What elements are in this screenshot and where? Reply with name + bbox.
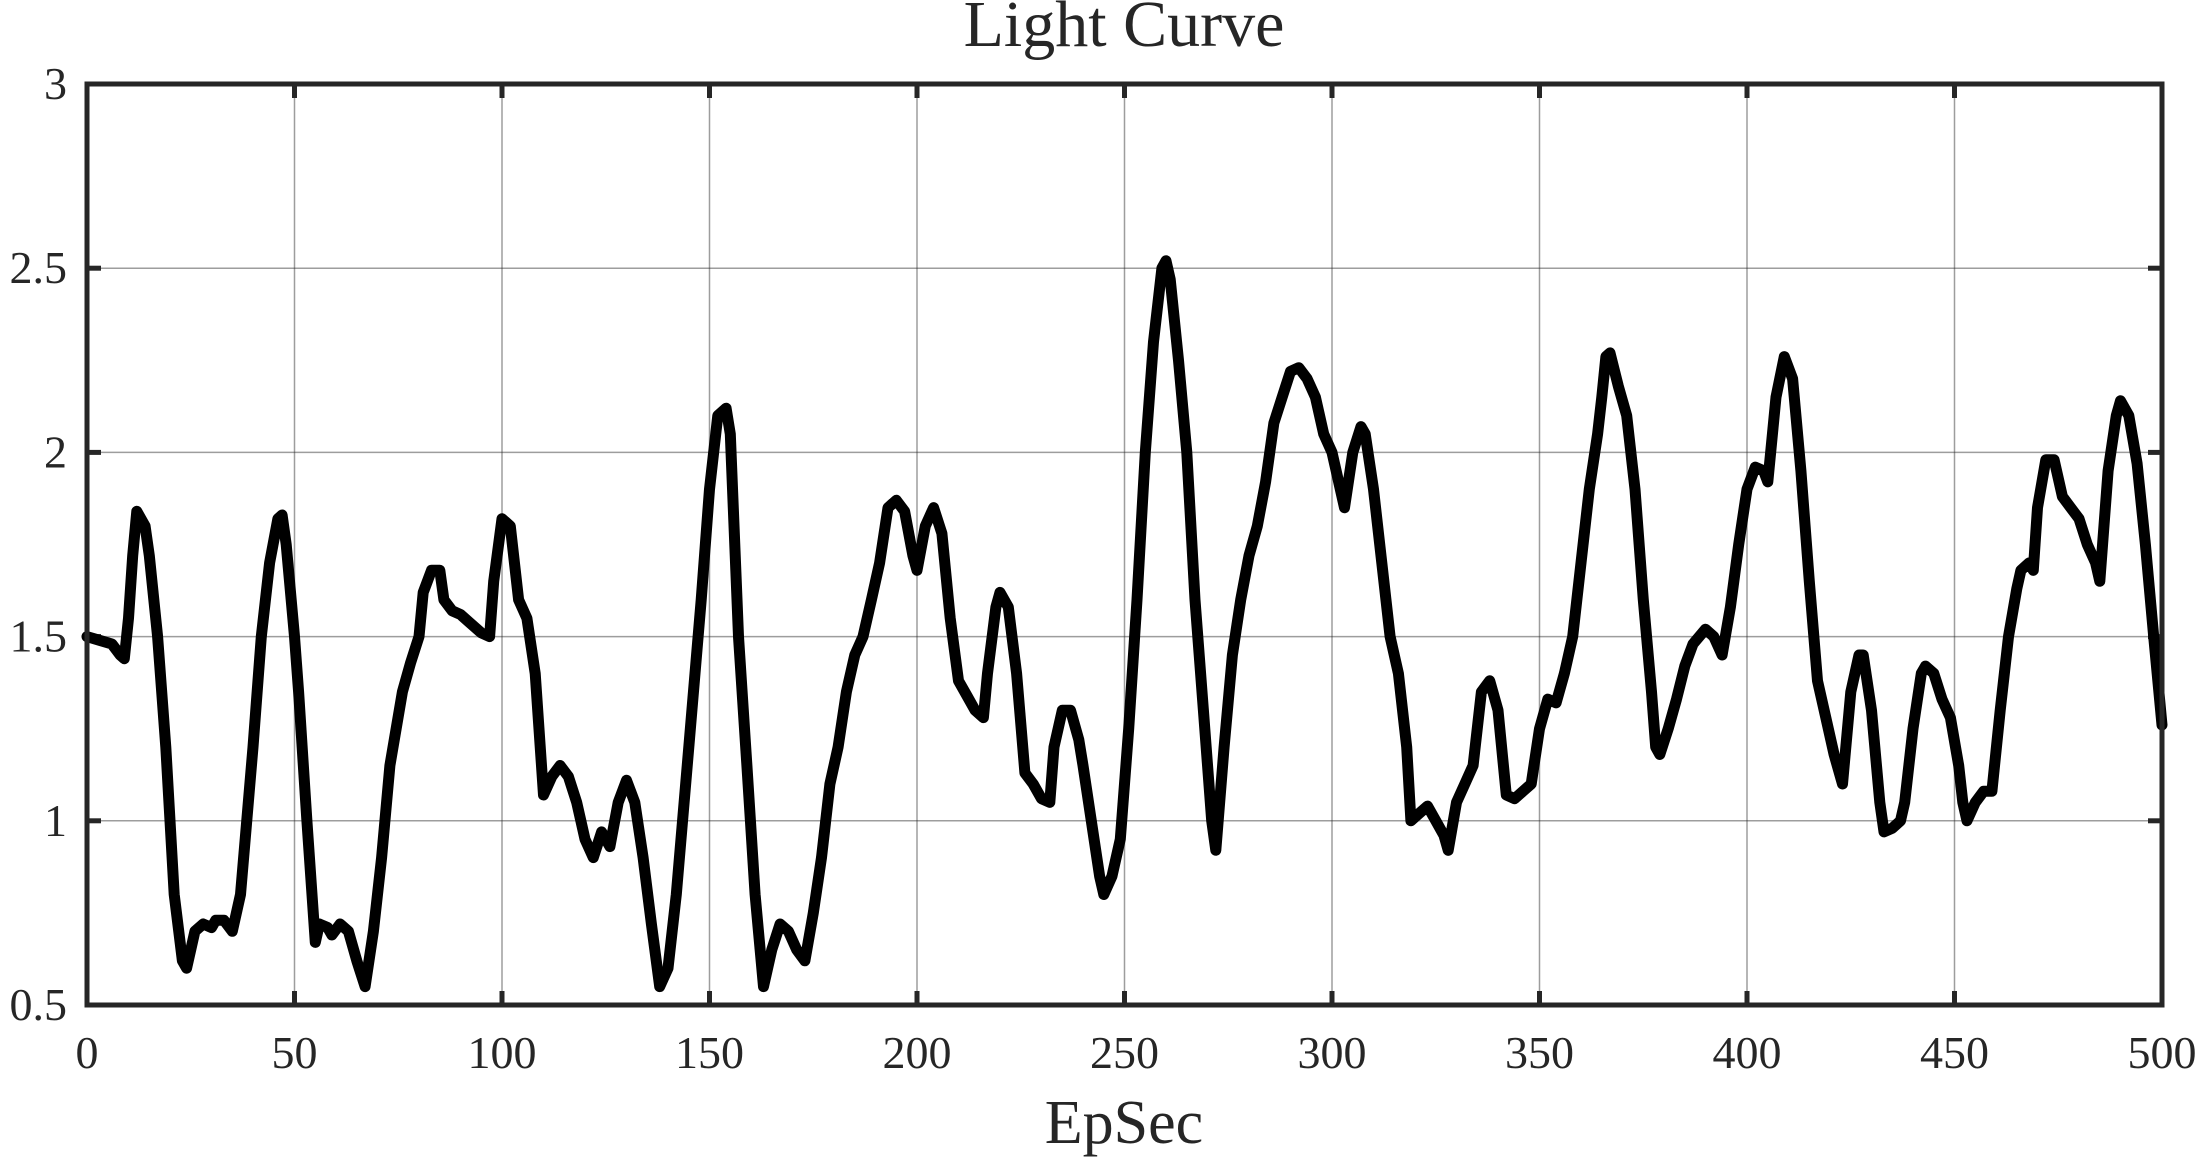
x-tick-label: 300 <box>1298 1027 1367 1078</box>
y-tick-label: 2 <box>44 426 67 477</box>
x-tick-label: 500 <box>2128 1027 2197 1078</box>
y-tick-label: 3 <box>44 58 67 109</box>
x-tick-label: 200 <box>883 1027 952 1078</box>
y-tick-label: 2.5 <box>10 242 68 293</box>
plot-frame <box>84 81 2165 1008</box>
light-curve-line <box>81 255 2168 993</box>
x-tick-label: 450 <box>1920 1027 1989 1078</box>
y-tick-label: 1 <box>44 795 67 846</box>
x-tick-label: 100 <box>468 1027 537 1078</box>
x-tick-label: 250 <box>1090 1027 1159 1078</box>
x-tick-label: 150 <box>675 1027 744 1078</box>
x-tick-label: 350 <box>1505 1027 1574 1078</box>
y-tick-label: 1.5 <box>10 611 68 662</box>
x-tick-label: 50 <box>272 1027 318 1078</box>
y-tick-label: 0.5 <box>10 979 68 1030</box>
x-tick-label: 400 <box>1713 1027 1782 1078</box>
x-tick-label: 0 <box>76 1027 99 1078</box>
x-axis-label: EpSec <box>1045 1089 1203 1157</box>
chart-title: Light Curve <box>964 0 1285 61</box>
